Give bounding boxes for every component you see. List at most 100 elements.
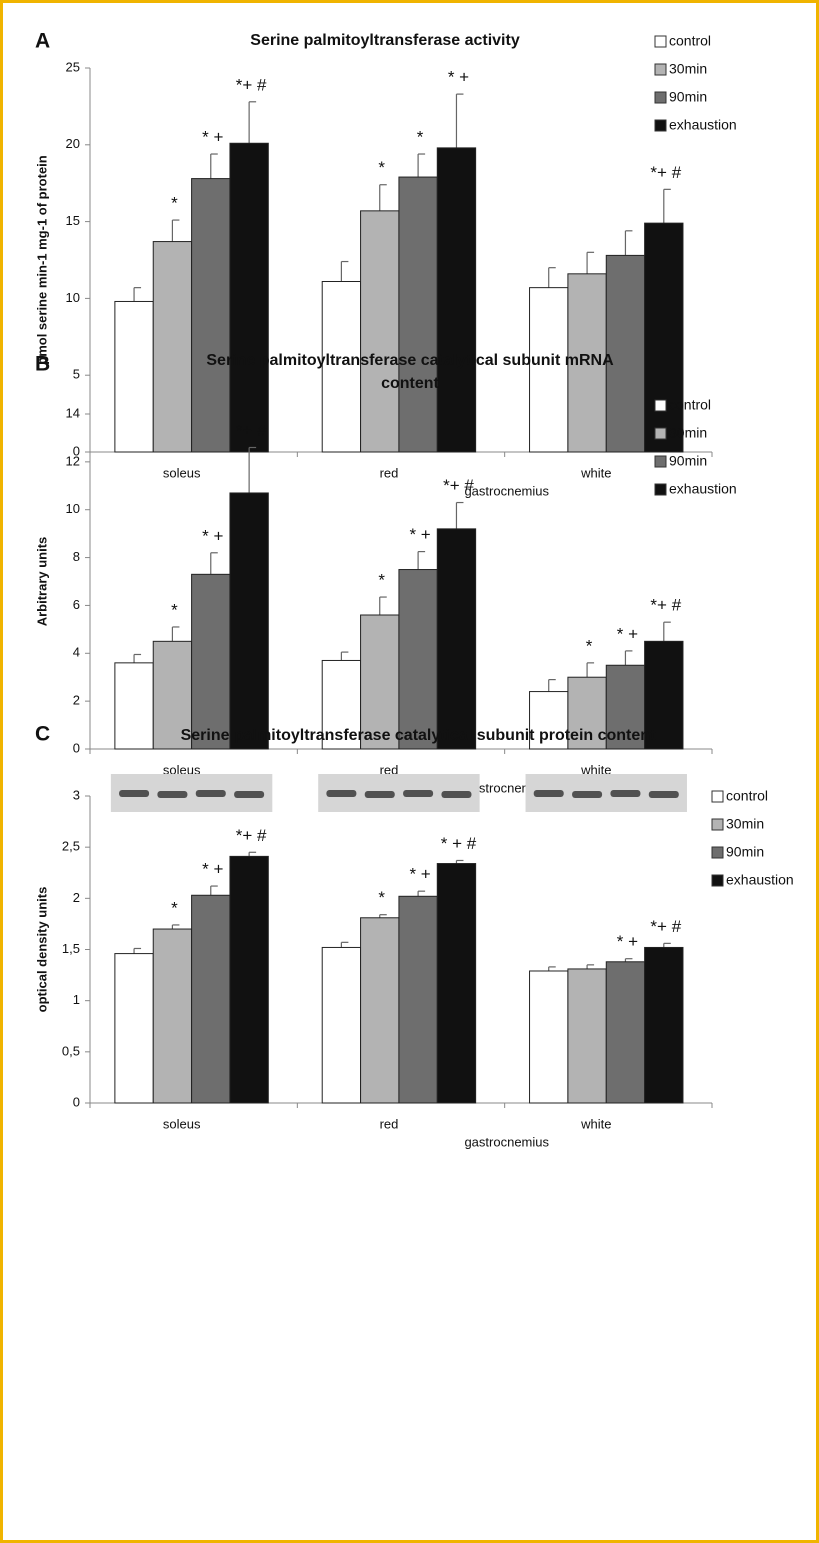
legend-swatch (712, 875, 723, 886)
significance-label: *+ # (236, 421, 267, 440)
y-axis-label: pmol serine min-1 mg-1 of protein (34, 155, 49, 365)
significance-label: * + (617, 624, 638, 643)
legend-label: 90min (669, 453, 707, 469)
bar (399, 896, 437, 1103)
bar (230, 856, 268, 1103)
bar (361, 918, 399, 1103)
bar (322, 947, 360, 1103)
significance-label: * (586, 636, 593, 655)
x-axis-label: gastrocnemius (464, 483, 549, 498)
significance-label: * + (448, 68, 469, 87)
bar (568, 969, 606, 1103)
significance-label: * (378, 571, 385, 590)
y-tick-label: 3 (73, 787, 80, 802)
y-tick-label: 8 (73, 549, 80, 564)
blot-band (365, 791, 395, 798)
y-tick-label: 1 (73, 992, 80, 1007)
bar (437, 864, 475, 1103)
significance-label: * + (202, 526, 223, 545)
bar (230, 143, 268, 452)
x-axis-label: gastrocnemius (464, 1134, 549, 1149)
legend-swatch (655, 36, 666, 47)
bar (437, 529, 475, 749)
significance-label: * (171, 194, 178, 213)
blot-band (119, 790, 149, 797)
bar (192, 895, 230, 1103)
legend-label: control (669, 397, 711, 413)
x-tick-label: soleus (163, 1116, 201, 1131)
blot-band (610, 790, 640, 797)
significance-label: * + (202, 128, 223, 147)
chart-title: Serine palmitoyltransferase catalytical … (68, 724, 768, 747)
legend-label: control (726, 788, 768, 804)
bar (230, 493, 268, 749)
panel-label: B (35, 353, 50, 376)
bar (115, 301, 153, 452)
significance-label: * + (409, 865, 430, 884)
bar (645, 947, 683, 1103)
bar (645, 223, 683, 452)
significance-label: *+ # (650, 917, 681, 936)
y-tick-label: 10 (66, 501, 80, 516)
bar (115, 954, 153, 1103)
bar (361, 211, 399, 452)
legend-swatch (712, 791, 723, 802)
x-tick-label: red (380, 465, 399, 480)
blot-band (326, 790, 356, 797)
significance-label: * (171, 600, 178, 619)
y-tick-label: 12 (66, 453, 80, 468)
legend-swatch (655, 428, 666, 439)
significance-label: *+ # (236, 75, 267, 94)
y-tick-label: 0,5 (62, 1043, 80, 1058)
y-tick-label: 2 (73, 693, 80, 708)
bar (399, 177, 437, 452)
blot-band (157, 791, 187, 798)
legend-label: exhaustion (669, 117, 737, 133)
y-tick-label: 25 (66, 59, 80, 74)
bar (399, 570, 437, 749)
legend-label: 90min (669, 89, 707, 105)
legend-swatch (655, 92, 666, 103)
legend-swatch (712, 847, 723, 858)
y-tick-label: 20 (66, 136, 80, 151)
legend-swatch (655, 456, 666, 467)
chart: A0510152025pmol serine min-1 mg-1 of pro… (3, 3, 816, 1540)
y-tick-label: 15 (66, 213, 80, 228)
bar (606, 962, 644, 1103)
significance-label: * (417, 128, 424, 147)
significance-label: *+ # (650, 596, 681, 615)
chart-title: Serine palmitoyltransferase catalytical … (200, 349, 620, 395)
legend-swatch (655, 64, 666, 75)
legend-label: exhaustion (726, 872, 794, 888)
chart-title: Serine palmitoyltransferase activity (155, 29, 615, 52)
y-tick-label: 4 (73, 645, 80, 660)
blot-band (649, 791, 679, 798)
significance-label: * + (202, 860, 223, 879)
bar (153, 242, 191, 452)
legend-swatch (712, 819, 723, 830)
significance-label: * (171, 898, 178, 917)
bar (192, 179, 230, 452)
y-axis-label: optical density units (34, 887, 49, 1013)
y-tick-label: 2 (73, 890, 80, 905)
panel-label: C (35, 723, 50, 746)
blot-band (441, 791, 471, 798)
y-tick-label: 10 (66, 290, 80, 305)
legend-label: 90min (726, 844, 764, 860)
legend-label: 30min (669, 61, 707, 77)
y-tick-label: 14 (66, 405, 80, 420)
significance-label: * + (409, 525, 430, 544)
bar (192, 574, 230, 749)
bar (530, 971, 568, 1103)
blot-band (534, 790, 564, 797)
significance-label: * (378, 888, 385, 907)
x-tick-label: white (580, 1116, 611, 1131)
legend-label: 30min (726, 816, 764, 832)
legend-swatch (655, 120, 666, 131)
panel-label: A (35, 30, 50, 53)
legend-label: exhaustion (669, 481, 737, 497)
bar (437, 148, 475, 452)
significance-label: *+ # (650, 163, 681, 182)
blot-band (196, 790, 226, 797)
significance-label: * + # (441, 834, 477, 853)
